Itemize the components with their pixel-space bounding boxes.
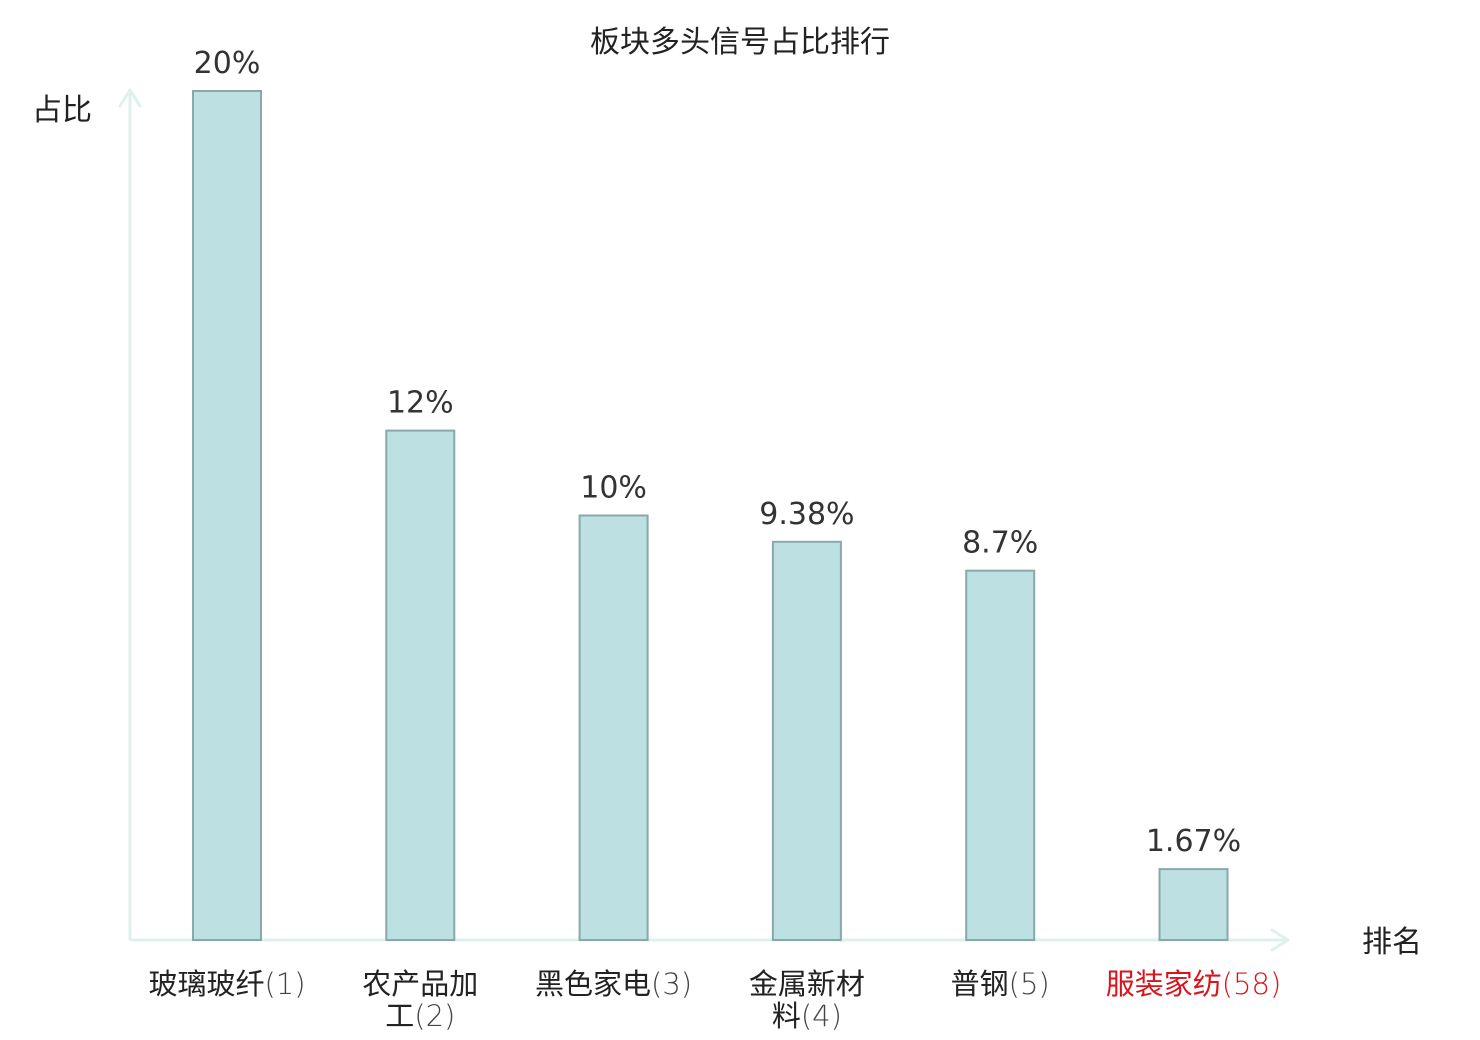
y-axis-label: 占比: [32, 93, 92, 128]
category-rank-6: (58): [1222, 967, 1282, 1001]
category-rank-3: (3): [651, 967, 692, 1001]
y-axis-arrow-icon: [118, 88, 142, 108]
category-name-1: 玻璃玻纤: [148, 967, 264, 1001]
x-axis-arrow-icon: [1270, 928, 1290, 952]
bar-2: [385, 429, 456, 941]
value-label-5: 8.7%: [962, 526, 1038, 561]
bar-5: [965, 569, 1036, 941]
chart-title: 板块多头信号占比排行: [590, 25, 890, 60]
value-labels-group: 20% 12% 10% 9.38% 8.7% 1.67%: [194, 46, 1242, 859]
category-name-2-cont: 工: [385, 999, 414, 1033]
category-rank-5: (5): [1009, 967, 1050, 1001]
category-name-5: 普钢: [951, 967, 1009, 1001]
value-label-3: 10%: [580, 471, 647, 506]
category-rank-1: (1): [264, 967, 305, 1001]
category-labels-group: 玻璃玻纤(1) 农产品加工(2)黑色家电(3) 金属新材料(4)普钢(5) 服装家纺(…: [148, 967, 1281, 1033]
category-name-6: 服装家纺: [1106, 967, 1222, 1001]
value-label-1: 20%: [194, 46, 261, 81]
bar-4: [771, 540, 842, 941]
category-label-3: 黑色家电(3): [535, 967, 692, 1001]
category-label-6: 服装家纺(58): [1106, 967, 1282, 1001]
category-name-4-cont: 料: [772, 999, 801, 1033]
category-label-1: 玻璃玻纤(1): [148, 967, 305, 1001]
x-axis-label: 排名: [1362, 925, 1422, 960]
bar-1: [192, 90, 262, 941]
category-name-3: 黑色家电: [535, 967, 651, 1001]
category-label-2: 农产品加工(2): [362, 967, 478, 1033]
bars-group: [192, 90, 1229, 942]
bar-6: [1158, 868, 1229, 942]
category-rank-2: (2): [414, 999, 455, 1033]
value-label-6: 1.67%: [1146, 824, 1241, 859]
axes: [118, 88, 1290, 952]
category-rank-4: (4): [801, 999, 842, 1033]
category-name-4: 金属新材: [749, 967, 865, 1001]
category-name-2: 农产品加: [362, 967, 478, 1001]
value-label-2: 12%: [387, 386, 454, 421]
value-label-4: 9.38%: [759, 497, 854, 532]
category-label-5: 普钢(5): [951, 967, 1050, 1001]
category-label-4: 金属新材料(4): [749, 967, 865, 1033]
bar-3: [578, 514, 649, 941]
